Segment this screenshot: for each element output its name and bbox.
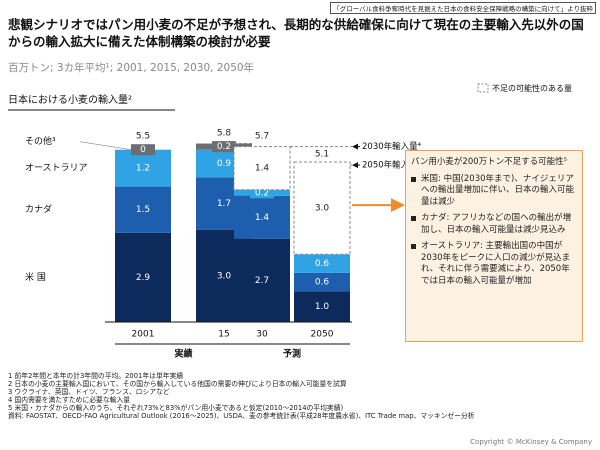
group-label: 予測 bbox=[283, 348, 301, 360]
value-label: 2.7 bbox=[255, 276, 269, 286]
footnote: 3 ウクライナ、英国、ドイツ、フランス、ロシアなど bbox=[8, 388, 170, 396]
x-tick-label: 30 bbox=[256, 330, 268, 340]
value-label: 3.0 bbox=[217, 271, 232, 281]
shortage-segment bbox=[233, 146, 291, 191]
series-label: オーストラリア bbox=[25, 163, 88, 174]
footnote: 5 米国・カナダからの輸入のうち、それぞれ73%と83%がパン用小麦であると仮定… bbox=[8, 404, 344, 412]
bar-segment bbox=[294, 291, 350, 322]
bar-segment bbox=[294, 272, 350, 292]
series-label: カナダ bbox=[25, 203, 52, 215]
group-label: 実績 bbox=[174, 348, 192, 360]
label-bg bbox=[250, 187, 274, 199]
x-tick-label: 2050 bbox=[311, 330, 334, 340]
total-label: 5.1 bbox=[315, 150, 329, 160]
total-label: 5.5 bbox=[136, 132, 150, 142]
value-label: 1.5 bbox=[136, 205, 150, 215]
series-label: その他³ bbox=[25, 135, 56, 147]
bar-segment bbox=[115, 149, 171, 187]
value-label: 0.2 bbox=[217, 142, 231, 152]
value-label: 1.4 bbox=[255, 164, 270, 174]
value-label: 3.0 bbox=[315, 204, 330, 214]
annotation: 2030年輸入量⁴ bbox=[362, 141, 422, 152]
footnote: 資料: FAOSTAT、OECD-FAO Agricultural Outloo… bbox=[8, 412, 475, 420]
bar-segment bbox=[115, 186, 171, 233]
copyright: Copyright © McKinsey & Company bbox=[470, 438, 592, 446]
label-bg bbox=[212, 141, 236, 153]
value-label: 0 bbox=[140, 145, 146, 155]
slide-title: 悲観シナリオではパン用小麦の不足が予想され、長期的な供給確保に向けて現在の主要輸… bbox=[8, 17, 584, 49]
subtitle: 百万トン; 3カ年平均¹; 2001, 2015, 2030, 2050年 bbox=[8, 62, 255, 74]
annotation: 2050年輸入量⁴ bbox=[362, 160, 422, 171]
leader bbox=[79, 141, 132, 150]
footnote: 1 前年2年間と本年の計3年間の平均。2001年は単年実績 bbox=[8, 372, 184, 380]
value-label: 1.7 bbox=[217, 199, 231, 209]
callout-list: 米国: 中国(2030年まで)、ナイジェリアへの輸出量増加に伴い、日本の輸入可能… bbox=[411, 174, 577, 288]
value-label: 1.4 bbox=[255, 213, 270, 223]
value-label: 0.6 bbox=[315, 259, 330, 269]
bar-segment bbox=[234, 195, 290, 239]
total-label: 5.7 bbox=[255, 132, 269, 142]
footnotes: 1 前年2年間と本年の計3年間の平均。2001年は単年実績 2 日本の小麦の主要輸… bbox=[8, 372, 593, 420]
callout-bullet: 米国: 中国(2030年まで)、ナイジェリアへの輸出量増加に伴い、日本の輸入可能… bbox=[411, 174, 577, 209]
callout-bullet: カナダ: アフリカなどの国への輸出が増加し、日本の輸入可能量は減少見込み bbox=[411, 213, 577, 236]
footnote: 4 国内需要を満たすために必要な輸入量 bbox=[8, 396, 131, 404]
value-label: 0.6 bbox=[315, 278, 330, 288]
header-note: 「グローバル食料争奪時代を見据えた日本の食料安全保障戦略の構築に向けて」より抜粋 bbox=[330, 2, 596, 14]
x-tick-label: 2001 bbox=[132, 330, 155, 340]
chart: 日本における小麦の輸入量² 2.9 1.5 1.2 0 5.5 2001 3.0 1.7 0.9… bbox=[8, 83, 572, 360]
label-bg bbox=[131, 144, 155, 156]
value-label: 0.9 bbox=[217, 159, 232, 169]
footnote: 2 日本の小麦の主要輸入国において、その国から輸入している他国の需要の伸びにより… bbox=[8, 380, 347, 388]
series-label: 米 国 bbox=[25, 271, 46, 283]
chart-title: 日本における小麦の輸入量² bbox=[8, 93, 132, 106]
bar-segment bbox=[294, 254, 350, 273]
callout: パン用小麦が200万トン不足する可能性⁵ 米国: 中国(2030年まで)、ナイジ… bbox=[405, 150, 583, 342]
total-label: 5.8 bbox=[217, 129, 232, 139]
x-tick-label: 15 bbox=[218, 330, 229, 340]
callout-title: パン用小麦が200万トン不足する可能性⁵ bbox=[411, 157, 568, 167]
callout-bullet: オーストラリア: 主要輸出国の中国が2030年をピークに人口の減少が見込まれ、そ… bbox=[411, 241, 577, 287]
legend-label: 不足の可能性のある量 bbox=[492, 83, 572, 93]
bar-segment bbox=[115, 232, 171, 322]
bar-segment bbox=[234, 238, 290, 322]
value-label: 0.2 bbox=[255, 188, 269, 198]
value-label: 1.2 bbox=[136, 164, 150, 174]
value-label: 1.0 bbox=[315, 302, 330, 312]
value-label: 2.9 bbox=[136, 273, 151, 283]
shortage-segment bbox=[293, 161, 351, 255]
legend-swatch bbox=[477, 83, 489, 93]
